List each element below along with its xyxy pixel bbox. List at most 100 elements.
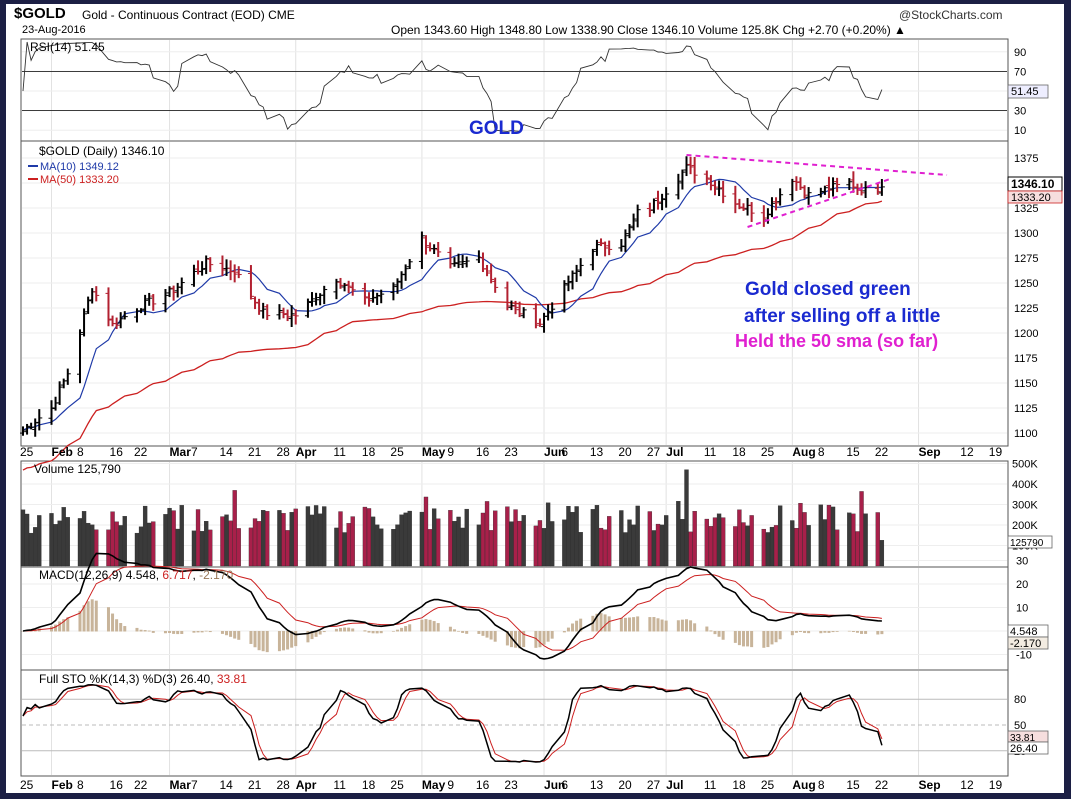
volume-bar (493, 510, 498, 567)
volume-bar (293, 508, 298, 567)
sto-tick-label: 80 (1014, 694, 1026, 706)
volume-bar (256, 521, 262, 567)
macd-histogram-bar (831, 631, 835, 633)
x-axis-label-bottom: Mar (170, 778, 192, 792)
macd-histogram-bar (860, 631, 864, 634)
volume-bar (49, 513, 54, 567)
volume-bar (818, 504, 823, 567)
x-axis-label: 16 (476, 445, 490, 459)
price-panel-border (20, 140, 1009, 447)
macd-histogram-bar (78, 610, 82, 632)
macd-histogram-bar (579, 618, 583, 632)
macd-hist-value: -2.170 (1010, 638, 1041, 650)
chart-frame: $GOLD Gold - Continuous Contract (EOD) C… (6, 4, 1064, 793)
x-axis-label: 25 (390, 445, 404, 459)
macd-histogram-bar (542, 631, 546, 645)
x-axis-label: 18 (362, 445, 376, 459)
symbol-description: Gold - Continuous Contract (EOD) CME (82, 8, 295, 22)
volume-bar (623, 532, 628, 567)
macd-histogram-bar (139, 629, 143, 632)
macd-histogram-bar (778, 631, 782, 640)
volume-tick-label: 400K (1012, 479, 1038, 491)
macd-histogram-bar (432, 621, 436, 632)
volume-bar (590, 509, 596, 567)
volume-bar (142, 505, 148, 567)
sto-panel-border (20, 669, 1009, 777)
source-credit: @StockCharts.com (899, 8, 1003, 22)
annotation-line-3: Held the 50 sma (so far) (735, 331, 938, 351)
x-axis-label: 21 (248, 445, 262, 459)
last-price-value: 1346.10 (1011, 177, 1055, 191)
x-axis-label: 23 (504, 445, 518, 459)
volume-bar (509, 521, 514, 567)
volume-bar (663, 515, 669, 567)
sto-label-main: Full STO %K(14,3) %D(3) (39, 672, 177, 686)
macd-histogram-bar (172, 631, 176, 634)
macd-tick-label: 10 (1016, 603, 1028, 615)
price-tick-label: 1250 (1014, 278, 1038, 290)
macd-histogram-bar (514, 631, 518, 648)
volume-bar (545, 502, 551, 567)
macd-histogram-bar (493, 631, 497, 642)
macd-histogram-bar (477, 631, 481, 634)
macd-histogram-bar (253, 631, 257, 648)
macd-histogram-bar (538, 631, 542, 648)
macd-histogram-bar (286, 631, 290, 650)
macd-histogram-bar (379, 631, 383, 634)
macd-histogram-bar (314, 631, 318, 637)
volume-bar (342, 532, 347, 567)
volume-bar (741, 522, 746, 567)
volume-tick-label: 200K (1012, 520, 1038, 532)
macd-histogram-bar (351, 628, 355, 632)
macd-histogram-bar (111, 613, 115, 632)
ma50-last-box (1007, 190, 1063, 204)
x-axis-label-bottom: Jul (666, 778, 683, 792)
x-axis-label-bottom: 18 (732, 778, 746, 792)
macd-histogram-bar (424, 619, 428, 632)
macd-histogram-bar (367, 631, 371, 633)
volume-bar (859, 491, 864, 567)
volume-bar (81, 511, 87, 567)
macd-histogram-bar (261, 631, 265, 652)
macd-histogram-bar (550, 631, 554, 639)
macd-histogram-bar (693, 623, 697, 632)
macd-histogram-bar (628, 617, 632, 632)
sto-label: Full STO %K(14,3) %D(3) 26.40, 33.81 (39, 672, 247, 686)
volume-bar (362, 506, 368, 567)
macd-histogram-bar (851, 631, 855, 633)
macd-histogram-bar (400, 627, 404, 632)
volume-bar (480, 512, 486, 567)
resistance-trendline (686, 154, 948, 176)
volume-bar (847, 512, 852, 567)
volume-bar (826, 504, 832, 567)
macd-histogram-bar (58, 621, 62, 632)
macd-histogram-bar (225, 631, 229, 636)
macd-histogram-bar (880, 631, 884, 635)
volume-bar (147, 522, 152, 567)
volume-bar (208, 529, 213, 567)
volume-bar (309, 514, 315, 567)
volume-bar (607, 516, 612, 567)
macd-tick-label: 20 (1016, 579, 1028, 591)
rsi-last-value: 51.45 (1011, 86, 1039, 98)
annotation-line-1: Gold closed green (745, 279, 911, 300)
volume-bar (391, 529, 396, 567)
macd-histogram-bar (505, 631, 509, 646)
volume-bar (537, 520, 543, 567)
rsi-layer (22, 41, 1007, 132)
volume-bar (830, 506, 836, 567)
x-axis-label: Feb (51, 445, 72, 459)
volume-bar (289, 512, 294, 567)
macd-histogram-bar (452, 629, 456, 632)
volume-bar (684, 469, 689, 567)
volume-bar (578, 532, 583, 567)
volume-bar (851, 513, 856, 567)
volume-bar (574, 506, 579, 567)
x-axis-label-bottom: 20 (618, 778, 632, 792)
price-tick-label: 1100 (1014, 428, 1038, 440)
x-axis-label: 7 (191, 445, 198, 459)
macd-histogram-bar (648, 617, 652, 632)
volume-bar (834, 529, 840, 567)
volume-bar (167, 507, 172, 567)
volume-bar (436, 518, 441, 567)
